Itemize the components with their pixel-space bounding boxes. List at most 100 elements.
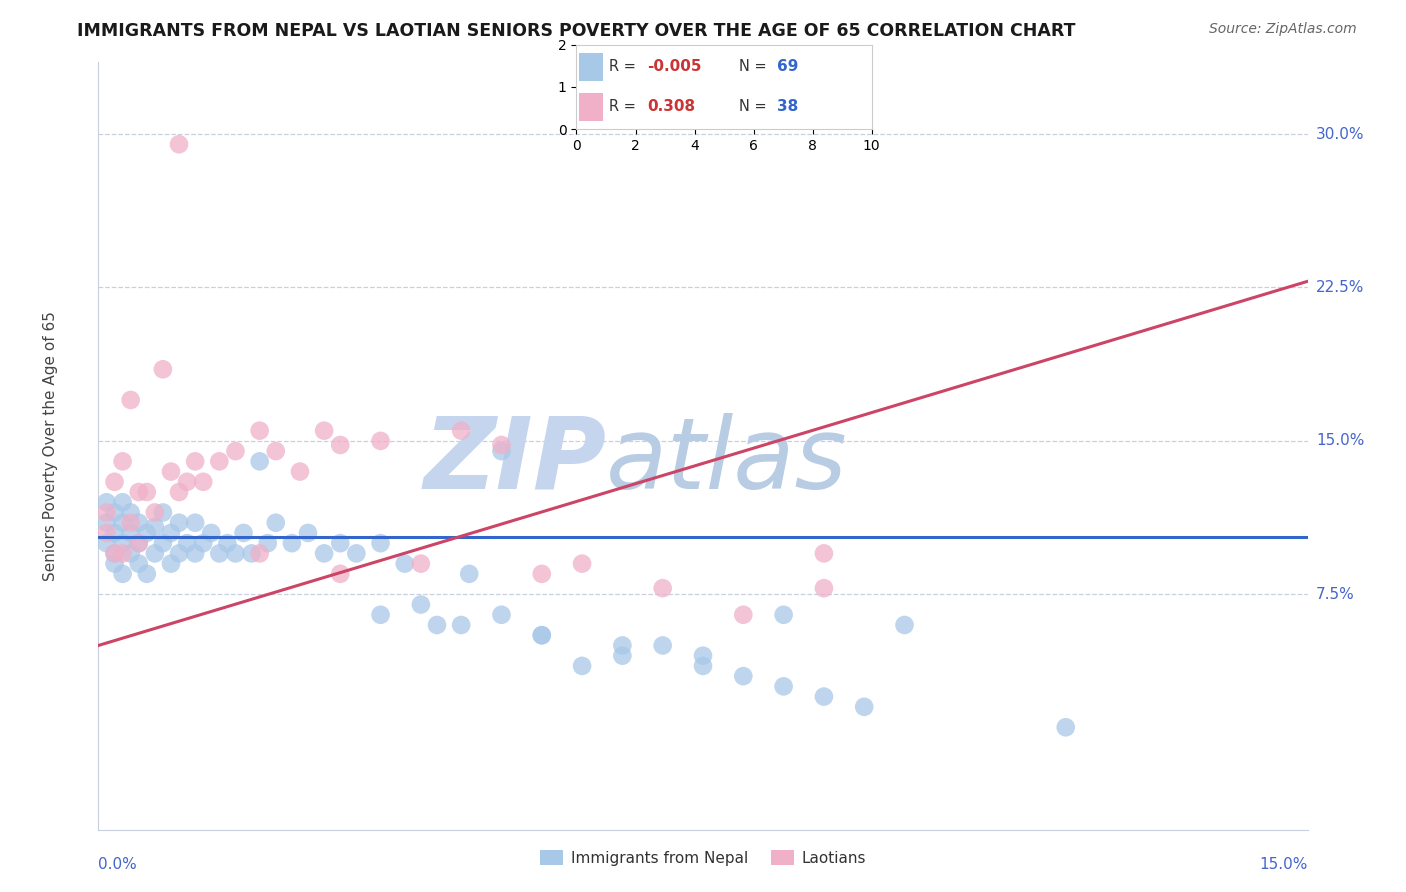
Point: [193, 536, 215, 550]
Point: [208, 546, 231, 560]
Point: [772, 607, 794, 622]
Point: [111, 566, 134, 581]
Point: [329, 438, 352, 452]
Point: [240, 546, 263, 560]
Point: [193, 475, 215, 489]
Point: [96, 525, 118, 540]
Point: [120, 525, 142, 540]
Point: [853, 699, 876, 714]
Point: [135, 485, 157, 500]
Point: [370, 536, 392, 550]
Point: [612, 639, 634, 653]
Text: IMMIGRANTS FROM NEPAL VS LAOTIAN SENIORS POVERTY OVER THE AGE OF 65 CORRELATION : IMMIGRANTS FROM NEPAL VS LAOTIAN SENIORS…: [77, 22, 1076, 40]
Point: [491, 438, 513, 452]
Point: [143, 520, 166, 534]
Point: [103, 475, 125, 489]
Point: [249, 454, 271, 468]
Point: [249, 424, 271, 438]
Point: [813, 581, 835, 595]
Point: [208, 454, 231, 468]
Point: [111, 516, 134, 530]
Point: [224, 546, 246, 560]
Point: [692, 648, 714, 663]
Point: [120, 546, 142, 560]
Text: ZIP: ZIP: [423, 413, 606, 510]
Point: [264, 444, 287, 458]
Point: [103, 546, 125, 560]
Text: R =: R =: [609, 99, 641, 114]
Point: [96, 495, 118, 509]
Point: [167, 485, 190, 500]
Point: [120, 506, 142, 520]
Point: [491, 607, 513, 622]
Point: [128, 516, 150, 530]
Point: [135, 525, 157, 540]
Point: [176, 536, 198, 550]
Point: [297, 525, 319, 540]
Point: [167, 137, 190, 152]
Point: [120, 516, 142, 530]
Point: [426, 618, 449, 632]
Point: [264, 516, 287, 530]
Text: N =: N =: [740, 99, 770, 114]
Point: [103, 546, 125, 560]
Text: 22.5%: 22.5%: [1316, 280, 1364, 295]
Point: [692, 659, 714, 673]
Point: [329, 566, 352, 581]
Point: [314, 424, 336, 438]
Point: [288, 465, 311, 479]
Point: [135, 566, 157, 581]
Point: [200, 525, 222, 540]
Point: [409, 598, 432, 612]
Point: [103, 557, 125, 571]
Point: [530, 628, 553, 642]
Point: [394, 557, 416, 571]
Text: N =: N =: [740, 59, 770, 74]
Point: [450, 618, 472, 632]
Point: [733, 669, 755, 683]
Point: [152, 536, 174, 550]
Point: [128, 485, 150, 500]
Point: [160, 465, 183, 479]
Point: [370, 434, 392, 448]
Point: [167, 516, 190, 530]
Point: [217, 536, 239, 550]
Point: [120, 392, 142, 407]
Point: [184, 546, 207, 560]
Text: R =: R =: [609, 59, 641, 74]
Text: 7.5%: 7.5%: [1316, 587, 1354, 602]
Text: Source: ZipAtlas.com: Source: ZipAtlas.com: [1209, 22, 1357, 37]
Point: [176, 475, 198, 489]
Point: [491, 444, 513, 458]
Point: [249, 546, 271, 560]
Point: [224, 444, 246, 458]
Point: [143, 546, 166, 560]
Point: [612, 648, 634, 663]
Point: [571, 659, 593, 673]
Point: [96, 536, 118, 550]
Point: [111, 536, 134, 550]
Point: [111, 495, 134, 509]
FancyBboxPatch shape: [579, 54, 603, 80]
Point: [152, 362, 174, 376]
Point: [409, 557, 432, 571]
Point: [111, 454, 134, 468]
Text: 69: 69: [778, 59, 799, 74]
Point: [232, 525, 254, 540]
Point: [184, 454, 207, 468]
Point: [329, 536, 352, 550]
Text: 15.0%: 15.0%: [1260, 857, 1308, 872]
Text: 30.0%: 30.0%: [1316, 127, 1364, 142]
Point: [103, 506, 125, 520]
Point: [128, 536, 150, 550]
Point: [651, 581, 673, 595]
Text: Seniors Poverty Over the Age of 65: Seniors Poverty Over the Age of 65: [42, 311, 58, 581]
Point: [167, 546, 190, 560]
Point: [314, 546, 336, 560]
Point: [813, 690, 835, 704]
Point: [184, 516, 207, 530]
Point: [160, 557, 183, 571]
Text: -0.005: -0.005: [647, 59, 702, 74]
Point: [256, 536, 278, 550]
Text: atlas: atlas: [606, 413, 848, 510]
